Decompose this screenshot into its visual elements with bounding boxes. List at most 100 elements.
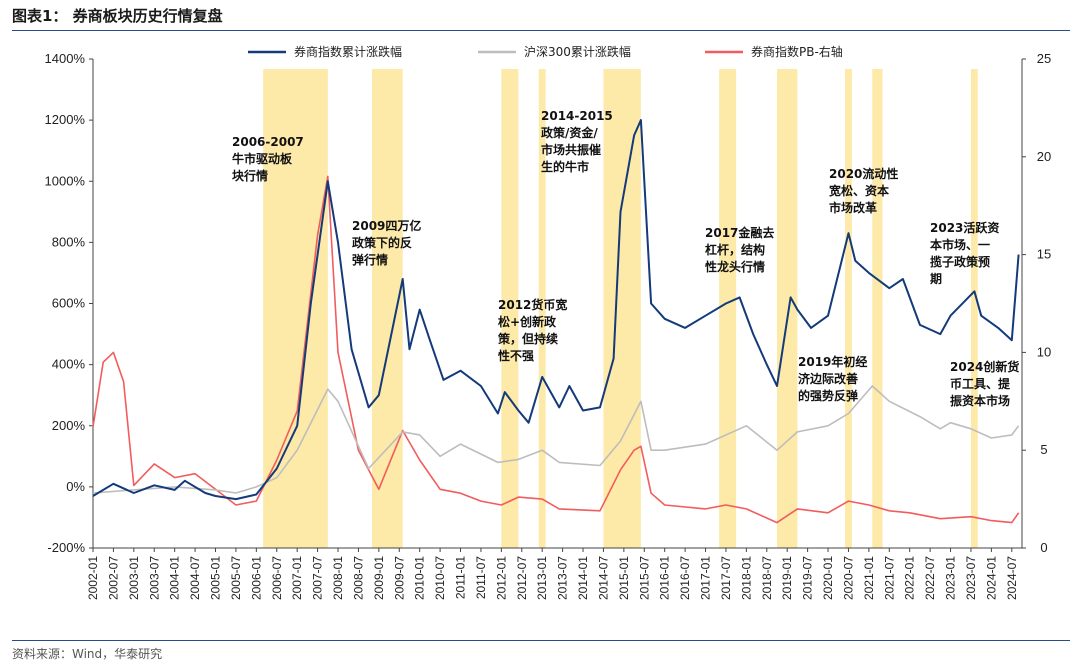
annotation-text: 政策下的反 [352, 235, 412, 250]
annotation-text: 市场共振催 [541, 142, 601, 157]
highlight-band [603, 69, 641, 548]
highlight-band [970, 69, 978, 548]
left-tick-label: 1400% [45, 51, 86, 66]
series-lines [92, 119, 1020, 524]
annotation-text: 振资本市场 [950, 393, 1010, 408]
annotation-text: 块行情 [232, 168, 268, 183]
x-tick-label: 2007-01 [290, 556, 304, 600]
highlight-band [263, 69, 328, 548]
x-tick-label: 2021-07 [882, 556, 896, 600]
x-tick-label: 2022-07 [923, 556, 937, 600]
annotation-text: 本市场、一 [930, 237, 990, 252]
x-tick-label: 2005-01 [209, 556, 223, 600]
annotation-text: 济边际改善 [798, 371, 858, 386]
annotation-text: 市场改革 [829, 200, 877, 215]
legend: 券商指数累计涨跌幅 沪深300累计涨跌幅 券商指数PB-右轴 [248, 44, 843, 59]
x-tick-label: 2019-07 [801, 556, 815, 600]
x-tick-label: 2024-07 [1005, 556, 1019, 600]
left-tick-label: 800% [52, 234, 86, 249]
left-tick-label: 200% [52, 418, 86, 433]
highlight-band [719, 69, 737, 548]
annotation-text: 2009四万亿 [352, 218, 421, 233]
x-tick-label: 2011-01 [454, 556, 468, 599]
highlight-band [872, 69, 883, 548]
x-tick-label: 2017-07 [719, 556, 733, 600]
highlight-band [501, 69, 519, 548]
annotation-text: 牛市驱动板 [232, 151, 293, 166]
annotation-text: 的强势反弹 [798, 388, 858, 403]
left-tick-label: 600% [52, 296, 86, 311]
x-tick-label: 2012-07 [515, 556, 529, 600]
x-tick-label: 2010-07 [433, 556, 447, 600]
axes: -200% 0% 200% 400% 600% 800% 1000% 1200% 1400% 0 5… [45, 51, 1052, 600]
x-tick-label: 2015-01 [617, 556, 631, 600]
annotation-text: 2023活跃资 [930, 220, 999, 235]
x-tick-label: 2018-07 [760, 556, 774, 600]
x-tick-label: 2002-07 [106, 556, 120, 600]
annotation-text: 政策/资金/ [541, 125, 598, 140]
x-tick-label: 2020-07 [841, 556, 855, 600]
annotation-text: 生的牛市 [541, 159, 589, 174]
highlight-band [845, 69, 852, 548]
left-tick-label: 1200% [45, 112, 86, 127]
x-tick-label: 2004-07 [188, 556, 202, 600]
series-line-hs300 [92, 385, 1020, 494]
x-tick-label: 2006-01 [249, 556, 263, 600]
annotation-text: 性不强 [497, 348, 534, 363]
x-tick-label: 2022-01 [903, 556, 917, 600]
right-tick-label: 10 [1037, 344, 1051, 359]
highlight-band [776, 69, 798, 548]
x-tick-label: 2003-01 [127, 556, 141, 600]
series-line-broker-index [92, 119, 1020, 501]
left-tick-label: -200% [47, 540, 85, 555]
bottom-rule [12, 640, 1070, 641]
annotation-text: 2019年初经 [798, 354, 867, 369]
left-tick-label: 400% [52, 357, 86, 372]
source-note: 资料来源：Wind，华泰研究 [12, 647, 163, 661]
x-tick-label: 2010-01 [413, 556, 427, 600]
annotation-text: 宽松、资本 [828, 183, 889, 198]
legend-label: 券商指数累计涨跌幅 [294, 44, 402, 59]
highlight-bands [263, 69, 978, 548]
x-tick-label: 2016-01 [658, 556, 672, 600]
x-tick-label: 2016-07 [678, 556, 692, 600]
highlight-band [538, 69, 546, 548]
annotation-text: 策，但持续 [498, 331, 558, 346]
annotation-text: 揽子政策预 [930, 254, 990, 269]
x-tick-label: 2002-01 [86, 556, 100, 600]
legend-label: 沪深300累计涨跌幅 [524, 44, 631, 59]
x-tick-label: 2023-01 [944, 556, 958, 600]
x-tick-label: 2015-07 [637, 556, 651, 600]
right-tick-label: 20 [1037, 149, 1051, 164]
x-tick-label: 2009-07 [392, 556, 406, 600]
x-tick-label: 2017-01 [699, 556, 713, 600]
x-tick-label: 2014-01 [576, 556, 590, 600]
x-tick-label: 2007-07 [311, 556, 325, 600]
annotation-text: 弹行情 [352, 252, 388, 267]
x-tick-label: 2024-01 [984, 556, 998, 600]
annotation-text: 2012货币宽 [498, 297, 567, 312]
annotation-text: 杠杆，结构 [705, 242, 765, 257]
x-tick-label: 2019-01 [780, 556, 794, 600]
x-tick-label: 2021-01 [862, 556, 876, 600]
x-tick-label: 2014-07 [596, 556, 610, 600]
annotation-text: 松+创新政 [498, 314, 557, 329]
right-tick-label: 0 [1040, 540, 1047, 555]
annotation-text: 2020流动性 [829, 166, 898, 181]
x-tick-label: 2023-07 [964, 556, 978, 600]
x-tick-label: 2020-01 [821, 556, 835, 600]
x-tick-label: 2008-07 [351, 556, 365, 600]
x-tick-label: 2018-01 [739, 556, 753, 600]
left-tick-label: 1000% [45, 173, 86, 188]
annotation-text: 期 [930, 271, 942, 286]
x-tick-label: 2012-01 [494, 556, 508, 600]
annotation-text: 2024创新货 [950, 359, 1019, 374]
x-tick-label: 2008-01 [331, 556, 345, 600]
right-tick-label: 15 [1037, 247, 1051, 262]
annotation-text: 币工具、提 [950, 376, 1011, 391]
highlight-band [372, 69, 403, 548]
x-tick-label: 2006-07 [270, 556, 284, 600]
annotation-text: 2014-2015 [541, 109, 613, 123]
x-tick-label: 2004-01 [168, 556, 182, 600]
